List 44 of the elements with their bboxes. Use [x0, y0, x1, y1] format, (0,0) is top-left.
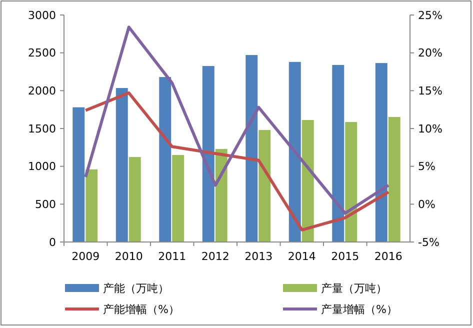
x-tick-label: 2014 — [288, 250, 316, 263]
legend-label: 产能（万吨） — [103, 282, 169, 295]
bar — [375, 63, 388, 242]
bar — [86, 169, 98, 242]
bar — [302, 120, 314, 242]
bar — [159, 77, 172, 242]
y2-tick-label: 0% — [418, 198, 436, 212]
y2-tick-label: 15% — [418, 84, 442, 98]
x-tick-label: 2012 — [201, 250, 230, 263]
y-tick-label: 1000 — [28, 160, 56, 174]
x-tick-label: 2015 — [331, 250, 360, 263]
y-tick-label: 500 — [35, 198, 56, 212]
bar — [116, 88, 128, 242]
line-series — [84, 91, 390, 232]
x-tick-label: 2011 — [158, 250, 186, 263]
y-tick-label: 3000 — [28, 8, 56, 22]
y2-tick-label: 25% — [418, 8, 442, 22]
y-tick-label: 0 — [49, 236, 56, 249]
bar — [128, 157, 141, 242]
y-tick-label: 2000 — [28, 84, 56, 98]
bar — [345, 122, 358, 242]
x-tick-label: 2009 — [72, 250, 100, 263]
bar — [172, 154, 184, 242]
line-series — [84, 26, 390, 215]
bar — [202, 66, 214, 242]
bar — [388, 117, 400, 242]
bar — [258, 130, 271, 242]
bar — [215, 148, 228, 242]
x-tick-label: 2013 — [244, 250, 273, 263]
y-tick-label: 1500 — [28, 122, 56, 136]
y2-tick-label: 20% — [418, 46, 442, 60]
y2-tick-label: 10% — [418, 122, 442, 136]
legend-label: 产能增幅（%） — [103, 302, 180, 316]
bar — [332, 64, 344, 242]
y2-tick-label: -5% — [418, 236, 440, 249]
y-tick-label: 2500 — [28, 46, 56, 60]
bar — [288, 62, 301, 242]
x-tick-label: 2016 — [374, 250, 402, 263]
y2-tick-label: 5% — [418, 160, 436, 174]
x-tick-label: 2010 — [114, 250, 143, 263]
legend-label: 产量增幅（%） — [321, 302, 398, 316]
legend-label: 产量（万吨） — [321, 282, 387, 295]
bar — [72, 107, 85, 242]
bar — [246, 55, 258, 242]
